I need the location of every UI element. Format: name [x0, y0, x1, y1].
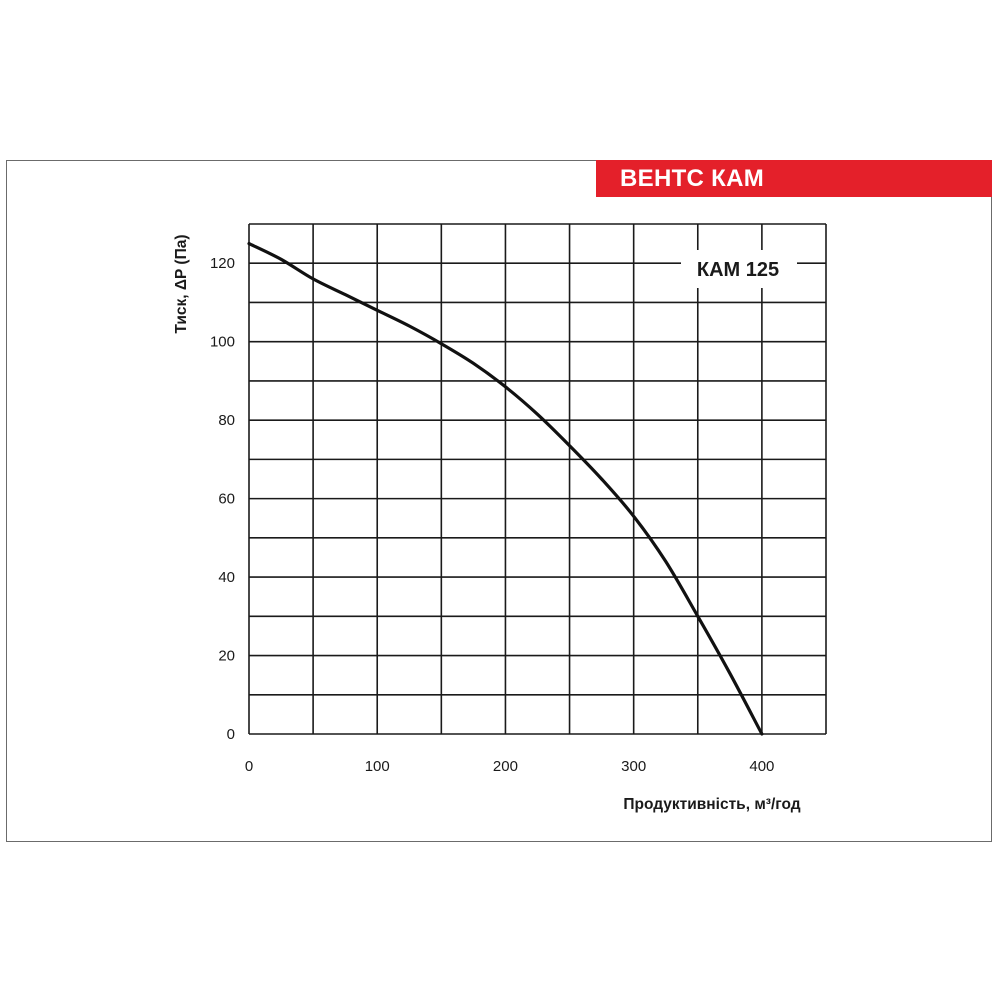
- model-label: КАМ 125: [697, 259, 779, 281]
- brand-title: ВЕНТС КАМ: [620, 164, 765, 192]
- series-line: [247, 242, 764, 736]
- y-tick-label: 100: [210, 334, 235, 351]
- x-tick-label: 200: [493, 758, 518, 775]
- y-tick-label: 60: [218, 491, 235, 508]
- x-axis-title: Продуктивність, м³/год: [623, 796, 800, 813]
- y-tick-label: 120: [210, 255, 235, 272]
- model-label-box: [681, 250, 797, 288]
- x-tick-label: 0: [245, 758, 253, 775]
- chart-frame: [6, 160, 992, 842]
- x-tick-label: 100: [365, 758, 390, 775]
- y-tick-label: 0: [227, 726, 235, 743]
- model-label-background: [681, 250, 797, 288]
- y-tick-label: 20: [218, 648, 235, 665]
- series-layer: [247, 242, 764, 736]
- x-tick-label: 300: [621, 758, 646, 775]
- brand-banner: ВЕНТС КАМ: [596, 160, 992, 197]
- grid: [248, 223, 827, 735]
- y-axis-title: Тиск, ΔP (Па): [173, 235, 190, 334]
- y-tick-label: 40: [218, 569, 235, 586]
- tick-labels: 0 100 200 300 400 0 20 40 60 80 100 120: [210, 255, 774, 775]
- y-tick-label: 80: [218, 412, 235, 429]
- x-tick-label: 400: [749, 758, 774, 775]
